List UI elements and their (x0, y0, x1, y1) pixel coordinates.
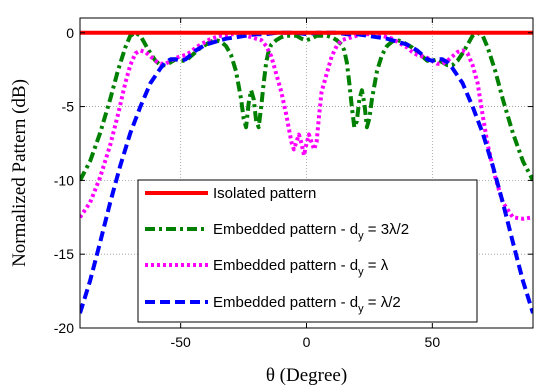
legend-subscript: y (358, 230, 364, 242)
legend-subscript: y (358, 303, 364, 315)
legend-text: Embedded pattern - d (213, 294, 358, 311)
legend-entry-label: Embedded pattern - dy = λ/2 (213, 294, 401, 315)
y-tick-label: -20 (54, 320, 74, 336)
y-tick-label: -5 (62, 99, 75, 115)
legend-text: Embedded pattern - d (213, 257, 358, 274)
x-tick-label: 0 (303, 334, 311, 350)
x-axis-label: θ (Degree) (266, 365, 347, 386)
legend-box (137, 179, 478, 323)
legend-entry-label: Embedded pattern - dy = λ (213, 257, 389, 278)
legend-entry-label: Isolated pattern (213, 185, 316, 202)
legend-text: Embedded pattern - d (213, 221, 358, 238)
series-line-3 (80, 30, 533, 314)
legend-subscript: y (358, 266, 364, 278)
legend-text-suffix: = 3λ/2 (364, 221, 409, 238)
y-tick-label: 0 (66, 25, 74, 41)
ticks: -50 0 50 0 -5 -10 -15 -20 (54, 18, 533, 350)
y-tick-label: -15 (54, 246, 74, 262)
legend-entry-label: Embedded pattern - dy = 3λ/2 (213, 221, 409, 242)
legend-text: Isolated pattern (213, 185, 316, 202)
x-tick-label: -50 (171, 334, 191, 350)
series-line-2 (80, 32, 533, 221)
y-tick-label: -10 (54, 172, 74, 188)
legend-text-suffix: = λ/2 (364, 294, 401, 311)
legend-text-suffix: = λ (364, 257, 389, 274)
x-tick-label: 50 (425, 334, 441, 350)
y-axis-label: Normalized Pattern (dB) (9, 79, 30, 267)
series-layer (80, 30, 533, 314)
